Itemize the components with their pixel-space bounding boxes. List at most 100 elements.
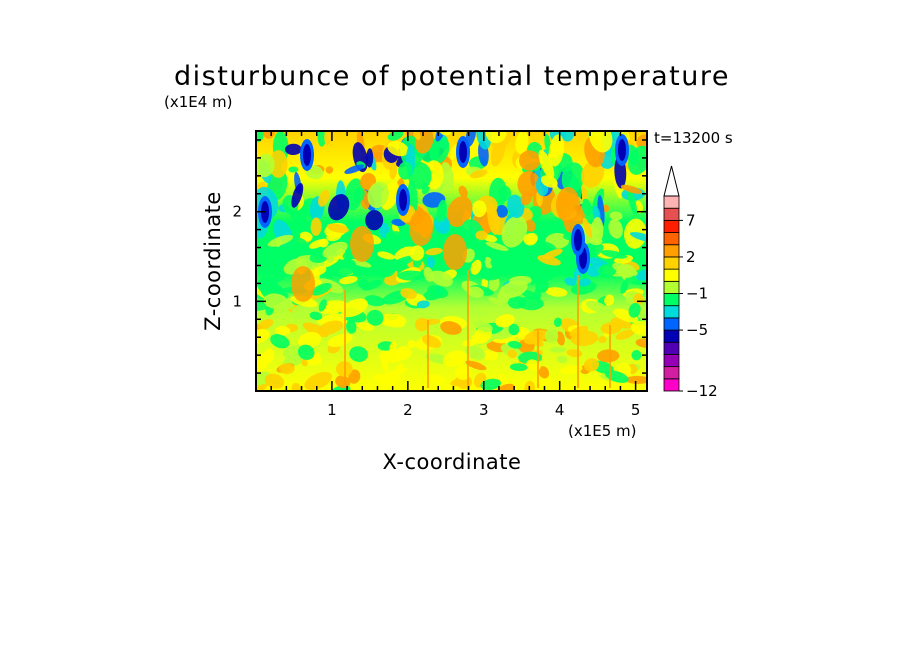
field-patch — [387, 140, 409, 157]
colorbar-tick-label: −1 — [686, 285, 708, 303]
field-patch — [425, 247, 443, 256]
field-patch — [439, 307, 446, 319]
field-patch — [495, 314, 515, 328]
field-patch — [553, 317, 562, 327]
colorbar-segment — [663, 378, 680, 392]
field-patch — [326, 231, 342, 242]
chart-title: disturbunce of potential temperature — [174, 61, 730, 92]
field-patch — [517, 296, 544, 311]
field-patch — [344, 164, 365, 174]
field-patch — [485, 131, 507, 144]
heatmap-field — [256, 131, 647, 391]
field-patch — [501, 215, 528, 248]
field-patch — [598, 263, 617, 278]
field-patch — [409, 210, 433, 246]
colorbar-extend-arrow — [663, 165, 680, 197]
field-patch — [258, 275, 276, 292]
field-patch — [582, 217, 593, 239]
field-patch — [318, 299, 327, 312]
field-patch — [389, 162, 398, 180]
field-patch — [340, 298, 368, 318]
field-patch — [600, 250, 627, 259]
field-patch — [439, 162, 454, 191]
field-patch — [385, 231, 403, 238]
field-patch — [507, 349, 518, 359]
field-patch — [498, 185, 512, 201]
field-patch — [540, 175, 558, 188]
field-patch — [620, 184, 643, 194]
field-patch — [636, 268, 647, 281]
field-patch — [496, 205, 508, 218]
field-patch — [350, 258, 372, 268]
field-patch — [467, 286, 484, 298]
field-patch — [435, 220, 449, 231]
axis-ticks: 1 2 3 4 5 1 2 — [232, 131, 647, 419]
colorbar-tick-label: 2 — [686, 248, 696, 266]
field-patch — [357, 322, 375, 331]
field-patch — [288, 166, 299, 173]
x-tick-label: 5 — [631, 401, 641, 419]
field-patch — [339, 276, 358, 285]
field-patch — [556, 331, 565, 346]
field-patch — [269, 150, 288, 178]
field-patch — [459, 306, 487, 317]
field-patch — [397, 270, 426, 281]
colorbar-segment — [663, 195, 680, 209]
field-patch — [279, 363, 295, 375]
field-patch — [346, 319, 357, 334]
field-patch — [615, 329, 635, 340]
field-patch — [264, 373, 285, 389]
field-patch — [585, 300, 609, 314]
field-patch — [602, 204, 610, 213]
field-patch — [389, 255, 415, 269]
field-patch — [407, 340, 417, 349]
field-patch — [515, 131, 529, 154]
field-patch — [556, 355, 568, 364]
field-patch — [415, 317, 429, 332]
field-patch — [633, 293, 644, 306]
field-patch — [608, 218, 623, 239]
field-patch — [465, 345, 486, 360]
field-patch — [381, 313, 407, 326]
field-patch — [389, 341, 397, 352]
field-patch — [589, 131, 613, 153]
colorbar-tick-label: −12 — [686, 382, 718, 400]
field-patch — [630, 320, 647, 336]
colorbar-segment — [663, 232, 680, 246]
field-patch — [597, 349, 620, 363]
field-patch — [304, 371, 333, 391]
field-patch — [367, 181, 389, 209]
field-patch — [399, 189, 407, 211]
field-patch — [503, 257, 518, 267]
colorbar: −12−5−127 — [663, 165, 718, 400]
field-patch — [479, 268, 502, 281]
field-patch — [311, 266, 327, 276]
colorbar-segment — [663, 305, 680, 319]
field-patch — [364, 295, 385, 307]
field-patch — [377, 251, 395, 260]
field-patch — [327, 256, 334, 263]
field-patch — [427, 256, 435, 268]
field-patch — [349, 346, 368, 362]
field-patch — [424, 374, 446, 384]
field-patch — [583, 358, 600, 372]
field-patch — [379, 348, 406, 363]
field-patch — [469, 169, 488, 179]
field-patch — [542, 248, 563, 259]
field-patch — [353, 187, 365, 203]
field-patch — [581, 198, 592, 217]
field-patch — [490, 258, 502, 269]
field-patch — [409, 245, 425, 261]
field-patch — [508, 323, 520, 336]
field-patch — [297, 344, 315, 360]
field-patch — [523, 329, 548, 345]
x-tick-label: 4 — [555, 401, 565, 419]
x-tick-label: 2 — [403, 401, 413, 419]
field-patch — [317, 320, 344, 335]
field-patch — [443, 350, 467, 368]
field-patch — [549, 346, 567, 353]
field-patch — [257, 254, 272, 270]
field-patch — [488, 297, 505, 307]
field-patch — [400, 288, 417, 300]
field-patch — [498, 280, 528, 299]
